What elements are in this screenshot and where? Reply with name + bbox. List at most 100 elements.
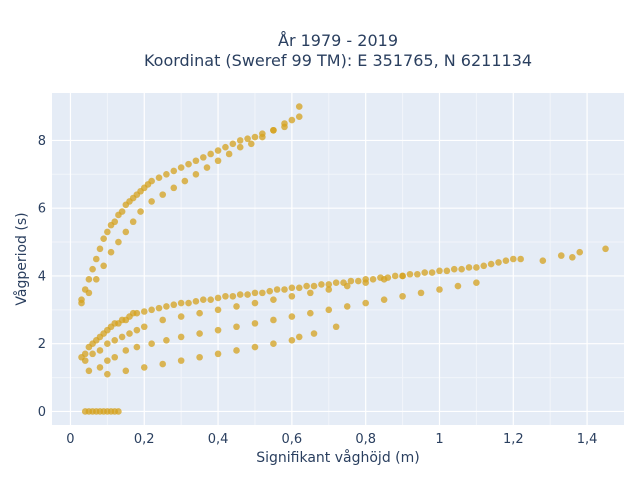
data-point xyxy=(251,133,259,141)
data-point xyxy=(251,320,259,327)
data-point xyxy=(122,367,130,375)
data-point xyxy=(236,143,244,151)
data-point xyxy=(325,281,333,288)
data-point xyxy=(196,330,203,337)
data-point xyxy=(148,306,155,314)
data-point xyxy=(214,326,222,334)
data-point xyxy=(170,184,178,192)
data-point xyxy=(177,299,185,307)
data-point xyxy=(104,228,111,236)
data-point xyxy=(295,103,303,110)
data-point xyxy=(155,304,163,312)
x-axis-title: Signifikant våghöjd (m) xyxy=(256,449,419,466)
data-point xyxy=(295,333,303,341)
data-point xyxy=(163,337,170,344)
data-point xyxy=(111,337,119,344)
data-point xyxy=(244,291,251,298)
data-point xyxy=(259,289,266,297)
data-point xyxy=(362,299,369,307)
data-point xyxy=(96,364,104,371)
data-point xyxy=(288,116,296,124)
data-point xyxy=(487,260,495,268)
data-point xyxy=(281,120,288,127)
data-point xyxy=(288,313,296,320)
data-point xyxy=(214,350,222,358)
y-tick-label: 8 xyxy=(38,134,46,149)
data-point xyxy=(325,306,333,314)
data-point xyxy=(229,140,237,148)
data-point xyxy=(163,171,170,178)
data-point xyxy=(100,235,107,242)
data-point xyxy=(159,191,167,198)
data-point xyxy=(539,257,547,264)
x-tick-label: 0,6 xyxy=(282,432,303,447)
x-tick-label: 1,4 xyxy=(577,432,598,447)
data-point xyxy=(148,177,155,185)
data-point xyxy=(155,174,163,181)
data-point xyxy=(177,313,185,320)
data-point xyxy=(369,276,377,283)
data-point xyxy=(454,282,462,290)
data-point xyxy=(159,316,167,324)
data-point xyxy=(354,277,362,285)
data-point xyxy=(251,289,259,297)
data-point xyxy=(214,147,222,154)
data-point xyxy=(222,143,229,151)
data-point xyxy=(303,282,310,290)
data-point xyxy=(343,303,351,310)
data-point xyxy=(380,276,388,283)
data-point xyxy=(347,277,355,285)
data-point xyxy=(192,298,200,305)
data-point xyxy=(502,257,510,264)
data-point xyxy=(207,296,214,303)
data-point xyxy=(104,357,111,364)
data-points xyxy=(78,103,609,415)
data-point xyxy=(270,126,277,134)
data-point xyxy=(133,343,141,351)
data-point xyxy=(89,350,96,358)
data-point xyxy=(118,208,126,215)
data-point xyxy=(233,347,240,354)
data-point xyxy=(295,284,303,292)
data-point xyxy=(192,171,200,178)
data-point xyxy=(266,287,274,295)
data-point xyxy=(185,299,192,307)
data-point xyxy=(288,337,296,344)
data-point xyxy=(177,357,185,364)
data-point xyxy=(233,303,240,310)
data-point xyxy=(343,282,351,290)
data-point xyxy=(436,286,443,293)
x-tick-label: 1,2 xyxy=(503,432,524,447)
data-point xyxy=(133,326,141,334)
data-point xyxy=(244,135,251,143)
data-point xyxy=(85,367,93,375)
data-point xyxy=(458,265,465,273)
data-point xyxy=(229,292,237,300)
data-point xyxy=(222,292,229,300)
data-point xyxy=(170,301,178,309)
data-point xyxy=(332,323,340,331)
data-point xyxy=(251,343,259,351)
data-point xyxy=(148,340,155,347)
data-point xyxy=(399,272,406,280)
data-point xyxy=(115,408,122,415)
data-point xyxy=(203,164,211,171)
data-point xyxy=(602,245,609,253)
data-point xyxy=(78,299,85,307)
data-point xyxy=(122,347,130,354)
data-point xyxy=(569,254,576,261)
data-point xyxy=(236,291,244,298)
data-point xyxy=(214,306,222,314)
data-point xyxy=(318,281,325,288)
data-point xyxy=(118,333,126,341)
data-point xyxy=(473,279,480,287)
data-point xyxy=(140,308,148,315)
chart-subtitle: Koordinat (Sweref 99 TM): E 351765, N 62… xyxy=(144,51,532,70)
data-point xyxy=(200,154,207,161)
data-point xyxy=(473,264,480,271)
data-point xyxy=(414,270,421,278)
data-point xyxy=(288,284,296,292)
data-point xyxy=(495,259,502,266)
x-tick-label: 0,4 xyxy=(208,432,229,447)
